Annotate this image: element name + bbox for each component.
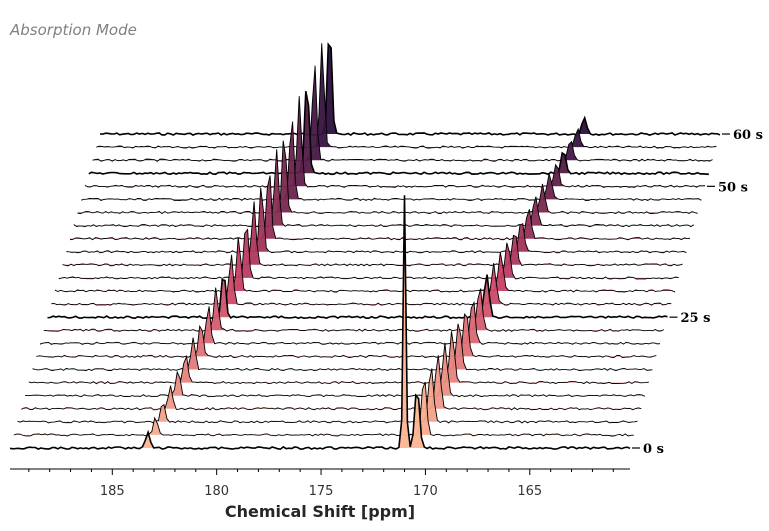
spectrum-trace <box>36 312 657 359</box>
trace-line <box>39 300 661 345</box>
x-ticks: 185 180 175 170 165 <box>28 469 614 499</box>
trace-line <box>58 228 679 280</box>
trace-line <box>36 312 657 359</box>
spectrum-trace <box>69 175 691 241</box>
x-axis: 185 180 175 170 165 <box>10 468 630 499</box>
trace-line <box>9 195 631 450</box>
time-label: 50 s <box>718 180 748 195</box>
spectrum-trace <box>24 342 646 398</box>
spectrum-trace <box>9 195 631 450</box>
trace-line <box>84 96 706 188</box>
spectrum-trace <box>51 254 672 306</box>
trace-line <box>24 342 646 398</box>
time-labels: 0 s 25 s 50 s 60 s <box>632 128 763 457</box>
spectrum-trace <box>62 201 683 267</box>
trace-line <box>92 65 713 162</box>
x-tick-label: 170 <box>413 484 438 499</box>
spectrum-trace <box>54 237 676 293</box>
spectrum-trace <box>77 140 698 215</box>
time-label: 25 s <box>681 311 711 326</box>
trace-fill <box>88 91 709 175</box>
trace-fill <box>77 140 698 214</box>
trace-line <box>99 42 721 137</box>
spectrum-trace <box>28 331 649 385</box>
spectrum-trace <box>58 228 679 280</box>
spectrum-trace <box>13 381 634 437</box>
x-tick-label: 185 <box>100 484 125 499</box>
trace-fill <box>40 302 660 345</box>
spectrum-trace <box>88 91 709 176</box>
trace-line <box>88 91 709 176</box>
spectrum-trace <box>21 355 642 411</box>
trace-fill <box>58 229 679 279</box>
trace-line <box>47 274 668 320</box>
trace-fill <box>36 314 657 358</box>
x-tick-label: 180 <box>204 484 229 499</box>
spectrum-trace <box>92 65 713 162</box>
trace-fill <box>43 287 664 332</box>
spectrum-trace <box>99 42 721 137</box>
x-tick-label: 175 <box>309 484 334 499</box>
spectrum-trace <box>17 368 638 424</box>
trace-fill <box>62 201 683 266</box>
trace-line <box>73 149 695 228</box>
trace-line <box>51 254 672 306</box>
trace-line <box>66 187 687 254</box>
trace-fill <box>32 323 653 371</box>
trace-fill <box>96 43 717 149</box>
spectrum-trace <box>43 287 664 332</box>
spectrum-trace <box>96 43 717 149</box>
trace-line <box>96 43 717 149</box>
time-label: 0 s <box>643 442 664 457</box>
trace-fill <box>73 149 694 227</box>
spectrum-trace <box>32 323 653 372</box>
trace-fill <box>66 187 687 253</box>
trace-line <box>77 140 698 215</box>
trace-line <box>28 331 649 385</box>
trace-fill <box>100 44 720 136</box>
trace-line <box>69 175 691 241</box>
trace-line <box>43 287 664 332</box>
trace-line <box>81 121 702 202</box>
spectrum-trace <box>73 149 695 228</box>
trace-line <box>62 201 683 267</box>
trace-stack <box>9 42 721 450</box>
trace-fill <box>28 331 649 384</box>
time-label: 60 s <box>733 128 763 143</box>
trace-line <box>32 323 653 372</box>
trace-fill <box>25 342 645 397</box>
spectrum-trace <box>66 187 687 254</box>
x-axis-title: Chemical Shift [ppm] <box>225 502 415 521</box>
trace-line <box>13 381 634 437</box>
spectrum-trace <box>81 121 702 202</box>
trace-fill <box>51 254 672 306</box>
spectrum-trace <box>39 300 661 345</box>
trace-fill <box>47 274 668 319</box>
trace-line <box>54 237 676 293</box>
x-tick-label: 165 <box>517 484 542 499</box>
spectrum-trace <box>47 274 668 320</box>
trace-line <box>17 368 638 424</box>
mode-label: Absorption Mode <box>9 21 137 39</box>
trace-fill <box>10 195 630 450</box>
trace-line <box>21 355 642 411</box>
spectrum-trace <box>84 96 706 188</box>
